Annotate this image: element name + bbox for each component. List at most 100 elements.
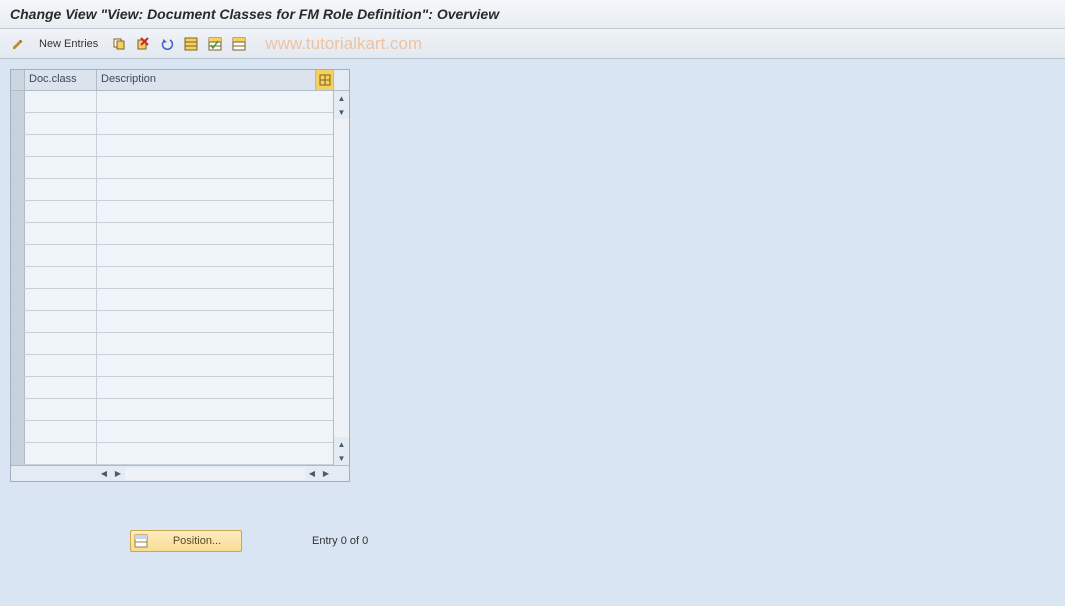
table-row[interactable] [11,421,333,443]
cell-doc-class[interactable] [25,91,97,112]
select-all-button[interactable] [181,34,201,54]
column-header-description[interactable]: Description [97,70,315,90]
table-row[interactable] [11,179,333,201]
cell-description[interactable] [97,223,333,244]
cell-doc-class[interactable] [25,333,97,354]
delete-button[interactable] [133,34,153,54]
select-block-icon [208,37,222,51]
undo-button[interactable] [157,34,177,54]
undo-icon [160,37,174,51]
cell-doc-class[interactable] [25,289,97,310]
row-selector[interactable] [11,399,25,420]
cell-doc-class[interactable] [25,355,97,376]
new-entries-button[interactable]: New Entries [32,35,105,53]
row-selector[interactable] [11,311,25,332]
cell-doc-class[interactable] [25,201,97,222]
row-selector[interactable] [11,377,25,398]
row-selector[interactable] [11,223,25,244]
cell-doc-class[interactable] [25,113,97,134]
table-row[interactable] [11,289,333,311]
vscroll-track[interactable] [334,119,349,437]
table-row[interactable] [11,113,333,135]
scroll-right-end-icon[interactable]: ▶ [319,469,333,478]
cell-description[interactable] [97,245,333,266]
cell-description[interactable] [97,267,333,288]
cell-description[interactable] [97,443,333,464]
cell-description[interactable] [97,201,333,222]
vertical-scrollbar[interactable]: ▲ ▼ ▲ ▼ [333,91,349,465]
table-row[interactable] [11,377,333,399]
row-selector[interactable] [11,113,25,134]
cell-description[interactable] [97,311,333,332]
cell-description[interactable] [97,157,333,178]
horizontal-scrollbar[interactable]: ◀ ▶ ◀ ▶ [11,465,349,481]
row-selector[interactable] [11,245,25,266]
table-row[interactable] [11,201,333,223]
cell-description[interactable] [97,289,333,310]
position-button[interactable]: Position... [130,530,242,552]
cell-doc-class[interactable] [25,421,97,442]
cell-doc-class[interactable] [25,399,97,420]
row-selector[interactable] [11,421,25,442]
row-selector[interactable] [11,355,25,376]
table-row[interactable] [11,267,333,289]
scroll-left-start-icon[interactable]: ◀ [97,469,111,478]
cell-description[interactable] [97,333,333,354]
row-selector[interactable] [11,443,25,464]
cell-description[interactable] [97,377,333,398]
row-selector[interactable] [11,157,25,178]
row-selector[interactable] [11,91,25,112]
row-selector[interactable] [11,135,25,156]
scroll-left-icon[interactable]: ▶ [111,469,125,478]
new-entries-label: New Entries [39,38,98,50]
scroll-right-icon[interactable]: ◀ [305,469,319,478]
table-row[interactable] [11,157,333,179]
table-row[interactable] [11,135,333,157]
scroll-up-top-icon[interactable]: ▲ [334,91,349,105]
cell-doc-class[interactable] [25,443,97,464]
deselect-all-button[interactable] [229,34,249,54]
table-row[interactable] [11,333,333,355]
cell-doc-class[interactable] [25,135,97,156]
select-all-icon [184,37,198,51]
table-header-selector[interactable] [11,70,25,90]
copy-button[interactable] [109,34,129,54]
table-row[interactable] [11,399,333,421]
table-config-button[interactable] [315,70,333,90]
cell-description[interactable] [97,421,333,442]
cell-doc-class[interactable] [25,157,97,178]
cell-doc-class[interactable] [25,267,97,288]
cell-doc-class[interactable] [25,311,97,332]
row-selector[interactable] [11,201,25,222]
scroll-down-bottom-icon[interactable]: ▼ [334,451,349,465]
cell-description[interactable] [97,113,333,134]
scroll-down-icon[interactable]: ▲ [334,437,349,451]
cell-description[interactable] [97,179,333,200]
edit-button[interactable] [8,34,28,54]
hscroll-track[interactable] [125,468,305,480]
page-title: Change View "View: Document Classes for … [10,6,499,22]
select-block-button[interactable] [205,34,225,54]
row-selector[interactable] [11,179,25,200]
table-row[interactable] [11,245,333,267]
table-row[interactable] [11,223,333,245]
cell-description[interactable] [97,91,333,112]
row-selector[interactable] [11,333,25,354]
row-selector[interactable] [11,289,25,310]
cell-doc-class[interactable] [25,179,97,200]
cell-doc-class[interactable] [25,377,97,398]
cell-description[interactable] [97,355,333,376]
cell-doc-class[interactable] [25,245,97,266]
cell-doc-class[interactable] [25,223,97,244]
table-row[interactable] [11,91,333,113]
cell-description[interactable] [97,399,333,420]
table-row[interactable] [11,443,333,465]
position-icon [133,533,149,549]
table-row[interactable] [11,311,333,333]
scroll-up-icon[interactable]: ▼ [334,105,349,119]
cell-description[interactable] [97,135,333,156]
row-selector[interactable] [11,267,25,288]
table-config-icon [319,74,331,86]
column-header-doc-class[interactable]: Doc.class [25,70,97,90]
table-row[interactable] [11,355,333,377]
